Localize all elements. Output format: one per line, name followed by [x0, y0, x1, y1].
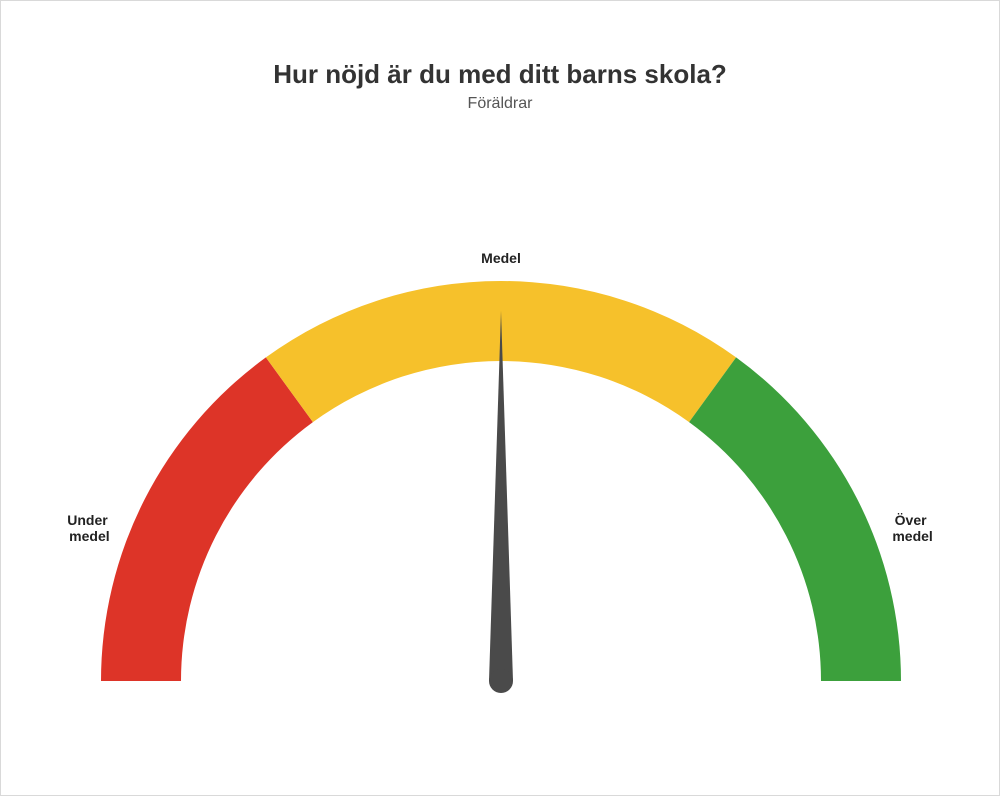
gauge-needle-pointer [489, 311, 513, 681]
chart-frame: Hur nöjd är du med ditt barns skola? För… [0, 0, 1000, 796]
gauge-needle [489, 311, 513, 693]
gauge-label-left: Under medel [67, 512, 111, 544]
gauge-needle-hub [489, 669, 513, 693]
chart-title: Hur nöjd är du med ditt barns skola? [1, 59, 999, 90]
chart-subtitle: Föräldrar [1, 95, 999, 113]
gauge-container: Medel Under medel Över medel [1, 161, 999, 761]
gauge-label-top: Medel [481, 250, 521, 266]
gauge-chart: Medel Under medel Över medel [1, 161, 1000, 761]
gauge-label-right: Över medel [892, 512, 932, 544]
gauge-segment [689, 357, 901, 681]
gauge-segment [101, 357, 313, 681]
